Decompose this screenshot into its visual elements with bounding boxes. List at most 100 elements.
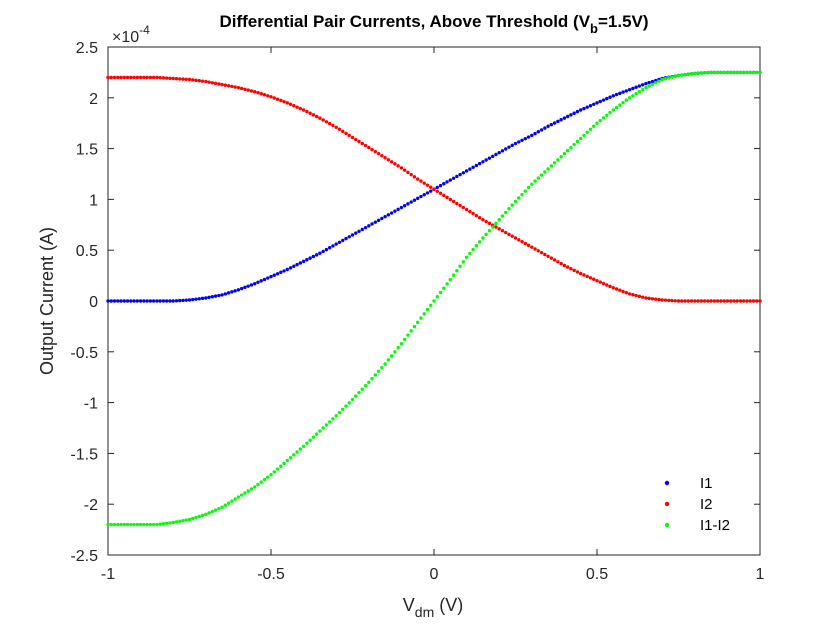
- data-point: [653, 81, 658, 85]
- data-point: [171, 520, 175, 525]
- data-point: [442, 182, 446, 186]
- data-point: [435, 295, 439, 299]
- data-point: [451, 199, 456, 204]
- data-point: [416, 177, 420, 181]
- data-point: [327, 420, 332, 424]
- data-point: [275, 97, 280, 101]
- y-tick-label: 0.5: [76, 243, 98, 260]
- data-point: [383, 156, 387, 160]
- data-point: [207, 80, 211, 84]
- data-point: [321, 118, 325, 122]
- data-point: [696, 71, 700, 75]
- data-point: [477, 161, 482, 166]
- data-point: [575, 139, 580, 144]
- y-tick-label: 2: [89, 91, 98, 108]
- data-point: [109, 299, 113, 303]
- data-point: [481, 218, 485, 222]
- data-point: [383, 214, 387, 219]
- data-point: [539, 128, 544, 132]
- data-point: [148, 75, 153, 80]
- data-point: [406, 333, 410, 337]
- data-point: [637, 90, 642, 94]
- data-point: [230, 499, 234, 503]
- series-layer: [106, 70, 762, 527]
- data-point: [513, 199, 518, 204]
- data-point: [230, 84, 234, 89]
- data-point: [523, 189, 527, 193]
- data-point: [386, 358, 391, 362]
- data-point: [262, 93, 267, 97]
- data-point: [148, 299, 153, 303]
- data-point: [735, 70, 739, 75]
- data-point: [187, 298, 192, 302]
- data-point: [640, 295, 645, 299]
- data-point: [138, 75, 143, 80]
- data-point: [442, 193, 446, 198]
- data-point: [386, 213, 391, 217]
- data-point: [663, 76, 668, 81]
- data-point: [712, 299, 717, 303]
- data-point: [178, 77, 182, 81]
- data-point: [556, 158, 560, 162]
- data-point: [732, 299, 736, 303]
- data-point: [464, 169, 469, 173]
- data-point: [422, 193, 426, 197]
- data-point: [174, 299, 179, 303]
- data-point: [598, 118, 602, 123]
- data-point: [217, 506, 221, 511]
- data-point: [676, 299, 681, 303]
- data-point: [634, 85, 638, 89]
- data-point: [288, 266, 293, 270]
- data-point: [725, 299, 730, 303]
- data-point: [311, 254, 316, 259]
- data-point: [595, 121, 599, 125]
- data-point: [419, 316, 423, 320]
- data-point: [497, 227, 501, 231]
- y-tick-label: -2: [84, 497, 98, 514]
- data-point: [233, 289, 237, 293]
- data-point: [523, 136, 527, 141]
- data-point: [347, 133, 351, 138]
- data-point: [226, 501, 231, 505]
- data-point: [510, 203, 514, 207]
- data-point: [341, 407, 345, 412]
- data-point: [207, 295, 211, 300]
- data-point: [233, 85, 237, 89]
- data-point: [601, 98, 606, 102]
- data-point: [191, 297, 195, 302]
- data-point: [164, 76, 169, 80]
- data-point: [396, 164, 400, 168]
- data-point: [178, 519, 182, 523]
- data-point: [204, 296, 208, 300]
- series-i1: [106, 70, 762, 303]
- data-point: [458, 172, 462, 177]
- data-point: [295, 262, 299, 267]
- legend-label: I1: [700, 475, 713, 492]
- data-point: [451, 273, 456, 277]
- data-point: [709, 70, 713, 75]
- data-point: [350, 233, 355, 237]
- data-point: [282, 269, 286, 273]
- data-point: [631, 293, 635, 297]
- data-point: [259, 279, 263, 283]
- data-point: [279, 98, 283, 103]
- data-point: [184, 518, 188, 522]
- data-point: [279, 270, 283, 275]
- data-point: [751, 299, 756, 303]
- data-point: [259, 480, 263, 484]
- data-point: [572, 268, 576, 273]
- data-point: [409, 172, 413, 177]
- data-point: [292, 453, 296, 457]
- data-point: [582, 106, 586, 111]
- data-point: [389, 354, 394, 358]
- data-point: [402, 337, 407, 342]
- data-point: [213, 508, 218, 512]
- data-point: [171, 299, 175, 303]
- data-point: [539, 173, 544, 177]
- data-point: [728, 70, 733, 75]
- data-point: [396, 346, 400, 350]
- data-point: [500, 228, 505, 233]
- data-point: [706, 299, 710, 303]
- data-point: [608, 110, 612, 115]
- data-point: [471, 165, 475, 169]
